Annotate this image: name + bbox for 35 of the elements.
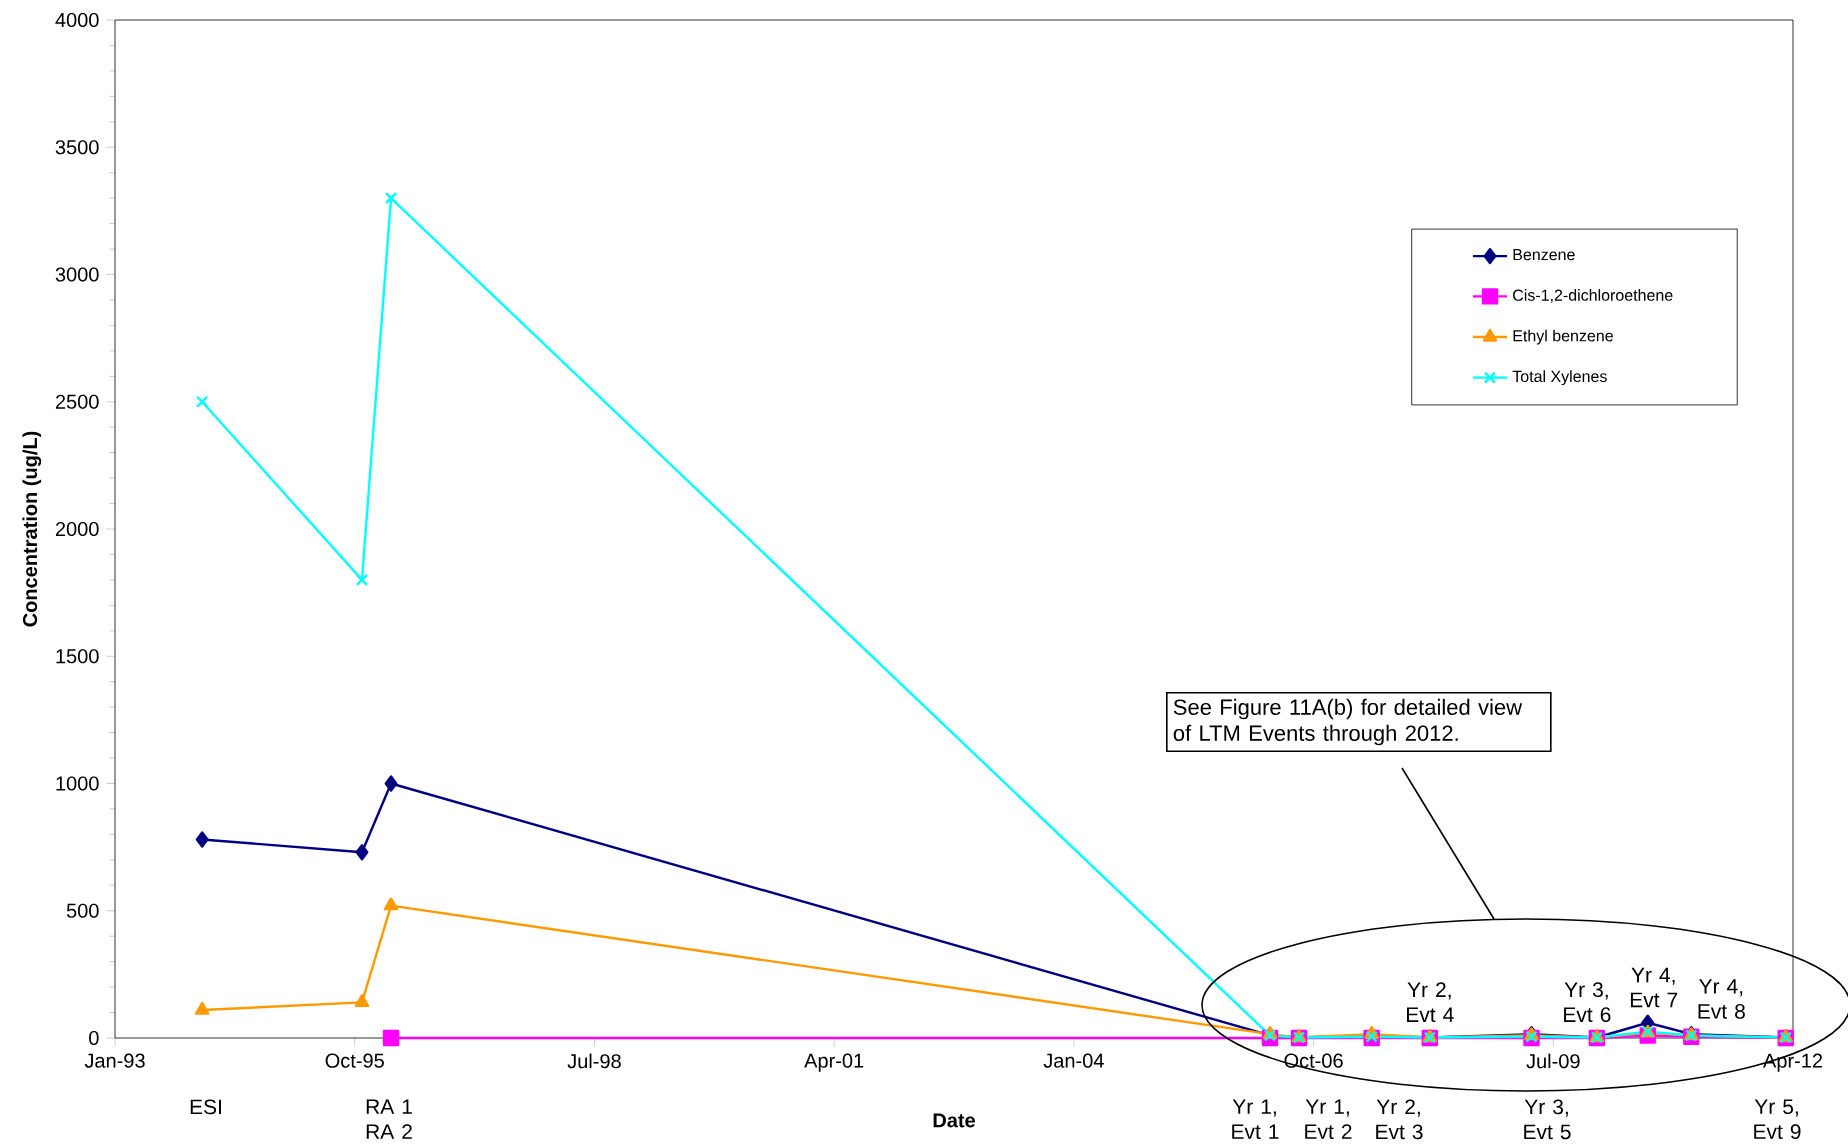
y-tick-label: 2500 — [55, 394, 99, 409]
x-tick-label: Jan-04 — [1043, 1053, 1104, 1068]
x-axis-title: Date — [933, 1113, 975, 1128]
legend-label: Ethyl benzene — [1513, 329, 1613, 345]
y-tick-label: 2000 — [55, 521, 99, 537]
annotation: Yr 4, Evt 7 — [1630, 967, 1678, 1008]
text: Yr 5, Evt 9 — [1754, 1099, 1801, 1140]
annotation: See Figure 11A(b) for detailed view of LTM Events through 2012. — [1173, 698, 1523, 746]
annotation: Yr 4, Evt 8 — [1698, 979, 1745, 1019]
text: ESI — [190, 1099, 221, 1115]
text: Yr 2, Evt 3 — [1376, 1099, 1423, 1140]
y-tick-label: 1000 — [56, 776, 99, 791]
text: RA 1 RA 2 — [366, 1099, 412, 1139]
y-tick-label: 1500 — [56, 649, 99, 664]
text: Yr 3, Evt 5 — [1524, 1099, 1571, 1140]
y-tick-label: 4000 — [55, 12, 99, 28]
x-tick-label: Oct-95 — [325, 1053, 384, 1068]
legend-label: Total Xylenes — [1512, 370, 1607, 386]
x-tick-label: Jul-98 — [567, 1053, 621, 1069]
y-tick-label: 3500 — [55, 140, 99, 155]
x-tick-label: Jan-93 — [84, 1053, 145, 1068]
y-axis-title: Concentration (ug/L) — [22, 431, 42, 627]
y-tick-label: 500 — [66, 903, 99, 918]
x-tick-label: Apr-12 — [1763, 1053, 1823, 1072]
y-tick-label: 0 — [89, 1030, 99, 1046]
annotation: Yr 2, Evt 4 — [1407, 982, 1454, 1023]
annotation: Yr 3, Evt 6 — [1564, 982, 1611, 1023]
legend-label: Cis-1,2-dichloroethene — [1513, 289, 1673, 303]
x-tick-label: Apr-01 — [804, 1053, 864, 1072]
text: Yr 1, Evt 2 — [1305, 1099, 1352, 1139]
x-tick-label: Jul-09 — [1526, 1053, 1580, 1069]
legend-label: Benzene — [1513, 249, 1575, 261]
y-tick-label: 3000 — [55, 267, 99, 282]
text: Yr 1, Evt 1 — [1232, 1099, 1279, 1139]
x-tick-label: Oct-06 — [1284, 1053, 1343, 1068]
